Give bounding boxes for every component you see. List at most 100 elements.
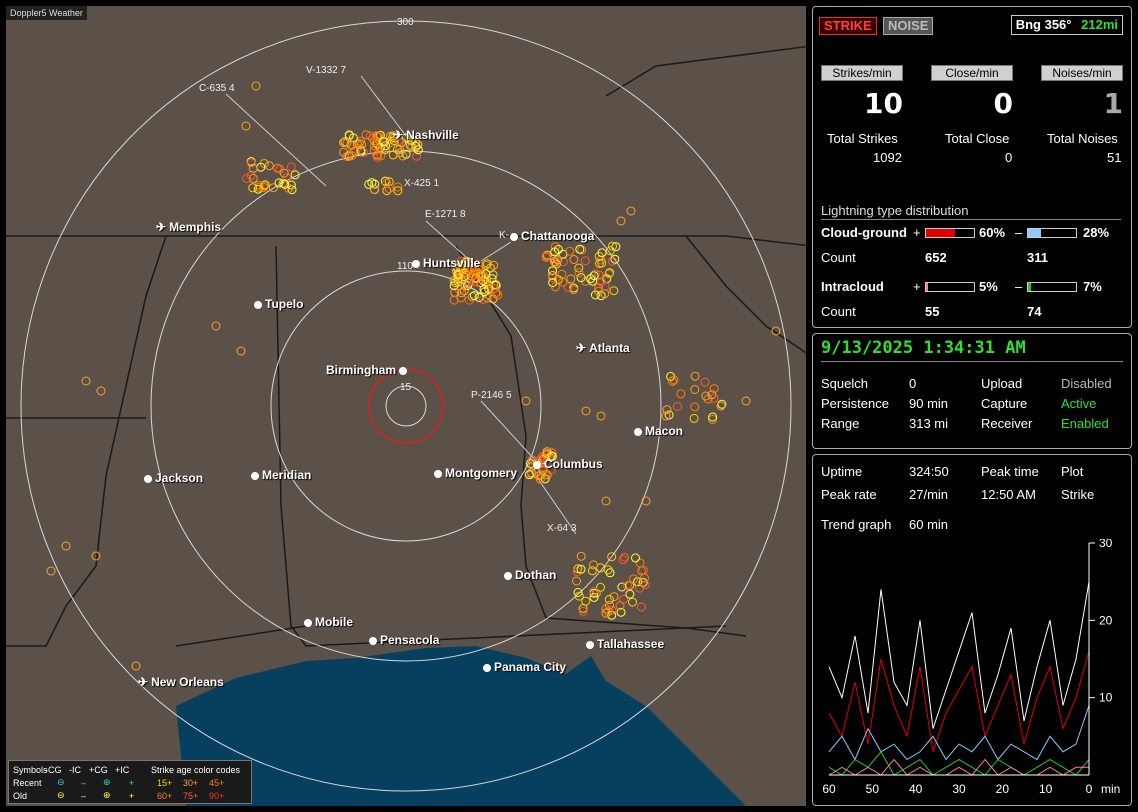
strike-marker bbox=[389, 133, 399, 143]
strike-marker bbox=[550, 242, 560, 252]
x-tick-label: 0 bbox=[1086, 782, 1093, 796]
city-tallahassee[interactable]: Tallahassee bbox=[586, 637, 664, 651]
strike-marker bbox=[589, 560, 598, 570]
trend-graph-value[interactable]: 60 min bbox=[909, 517, 949, 532]
capture-value: Active bbox=[1061, 396, 1097, 411]
ic-negative-pct: 7% bbox=[1083, 279, 1102, 294]
city-tupelo[interactable]: Tupelo bbox=[254, 297, 303, 311]
trend-series-line bbox=[828, 750, 1090, 776]
city-dothan[interactable]: Dothan bbox=[504, 568, 556, 582]
strike-marker bbox=[475, 270, 485, 280]
uptime-label: Uptime bbox=[821, 464, 863, 479]
uptime-value: 324:50 bbox=[909, 464, 949, 479]
distance-value: 212mi bbox=[1081, 17, 1118, 32]
city-mobile[interactable]: Mobile bbox=[304, 615, 353, 629]
city-jackson[interactable]: Jackson bbox=[144, 471, 203, 485]
strike-marker bbox=[578, 606, 588, 616]
city-pensacola[interactable]: Pensacola bbox=[369, 633, 439, 647]
strike-marker bbox=[411, 141, 421, 151]
strike-marker bbox=[586, 274, 596, 284]
y-tick-label: 10 bbox=[1099, 691, 1113, 705]
strike-marker bbox=[462, 256, 471, 266]
strike-marker bbox=[591, 588, 601, 598]
peak-time-label: Peak time bbox=[981, 464, 1039, 479]
strike-marker bbox=[279, 168, 289, 178]
city-new-orleans[interactable]: ✈ New Orleans bbox=[138, 675, 224, 689]
city-atlanta[interactable]: ✈ Atlanta bbox=[576, 341, 630, 355]
city-huntsville[interactable]: Huntsville bbox=[412, 256, 480, 270]
city-columbus[interactable]: Columbus bbox=[533, 457, 603, 471]
city-meridian[interactable]: Meridian bbox=[251, 468, 311, 482]
strike-tab[interactable]: STRIKE bbox=[819, 17, 877, 35]
strike-marker bbox=[625, 589, 635, 599]
strike-marker bbox=[629, 574, 639, 584]
strike-marker bbox=[347, 151, 357, 161]
strike-marker bbox=[268, 183, 278, 193]
strike-marker bbox=[482, 259, 492, 269]
strike-marker bbox=[81, 376, 91, 386]
total-strikes-label: Total Strikes bbox=[827, 131, 898, 146]
strike-marker bbox=[61, 541, 71, 551]
strike-marker bbox=[609, 286, 619, 296]
strike-marker bbox=[708, 414, 717, 424]
strike-marker bbox=[709, 384, 719, 394]
city-montgomery[interactable]: Montgomery bbox=[434, 466, 517, 480]
range-value: 313 mi bbox=[909, 416, 949, 431]
strike-marker bbox=[608, 241, 617, 251]
city-chattanooga[interactable]: Chattanooga bbox=[510, 229, 594, 243]
strike-marker bbox=[488, 270, 498, 280]
strike-marker bbox=[641, 496, 651, 506]
x-tick-label: 50 bbox=[866, 782, 880, 796]
city-nashville[interactable]: ✈ Nashville bbox=[393, 128, 459, 142]
lightning-map[interactable]: Doppler5 Weather 300 110 15 V-1332 7 C-6… bbox=[6, 6, 806, 806]
strike-marker bbox=[558, 277, 568, 287]
receiver-label: Receiver bbox=[981, 416, 1033, 431]
strike-marker bbox=[690, 402, 700, 412]
strike-marker bbox=[384, 184, 394, 194]
neg-cg-old-icon: ⊖ bbox=[57, 790, 65, 800]
strike-marker bbox=[479, 270, 489, 280]
squelch-value: 0 bbox=[909, 376, 917, 391]
city-macon[interactable]: Macon bbox=[634, 424, 683, 438]
strike-marker bbox=[373, 152, 383, 162]
age-code: 90+ bbox=[209, 790, 225, 801]
station-label: C-635 4 bbox=[199, 83, 235, 94]
strike-marker bbox=[708, 412, 718, 422]
strike-marker bbox=[489, 284, 499, 294]
city-dot-icon bbox=[504, 572, 512, 580]
plot-value[interactable]: Strike bbox=[1061, 487, 1095, 502]
close-per-min-header[interactable]: Close/min bbox=[931, 65, 1013, 81]
strike-stats-panel: STRIKE NOISE Bng 356° 212mi Strikes/min … bbox=[812, 6, 1132, 328]
strike-marker bbox=[689, 413, 699, 423]
range-rings bbox=[20, 20, 792, 792]
strike-marker bbox=[590, 290, 600, 300]
receiver-value: Enabled bbox=[1061, 416, 1109, 431]
strike-marker bbox=[282, 173, 291, 183]
strike-marker bbox=[601, 496, 611, 506]
strike-marker bbox=[382, 178, 391, 188]
persistence-value: 90 min bbox=[909, 396, 949, 411]
strike-marker bbox=[339, 147, 349, 157]
strike-marker bbox=[459, 286, 469, 296]
city-memphis[interactable]: ✈ Memphis bbox=[156, 220, 222, 234]
strike-marker bbox=[548, 266, 557, 276]
strike-marker bbox=[463, 281, 473, 291]
station-label: X-64 3 bbox=[547, 523, 577, 534]
legend-header: +IC bbox=[115, 764, 130, 775]
age-code: 15+ bbox=[157, 777, 173, 788]
map-canvas bbox=[6, 20, 806, 806]
trend-panel: Uptime 324:50 Peak time Plot Peak rate 2… bbox=[812, 454, 1132, 806]
strike-marker bbox=[460, 266, 470, 276]
strikes-per-min-header[interactable]: Strikes/min bbox=[821, 65, 903, 81]
noises-per-min-header[interactable]: Noises/min bbox=[1041, 65, 1123, 81]
divider bbox=[821, 361, 1123, 362]
noise-tab[interactable]: NOISE bbox=[883, 17, 934, 35]
strike-marker bbox=[246, 158, 256, 168]
city-birmingham[interactable]: Birmingham bbox=[326, 363, 410, 377]
strike-marker bbox=[241, 121, 251, 131]
strike-marker bbox=[457, 288, 466, 298]
strike-marker bbox=[286, 162, 296, 172]
cg-negative-pct: 28% bbox=[1083, 225, 1110, 240]
strike-marker bbox=[605, 246, 615, 256]
city-panama-city[interactable]: Panama City bbox=[483, 660, 566, 674]
